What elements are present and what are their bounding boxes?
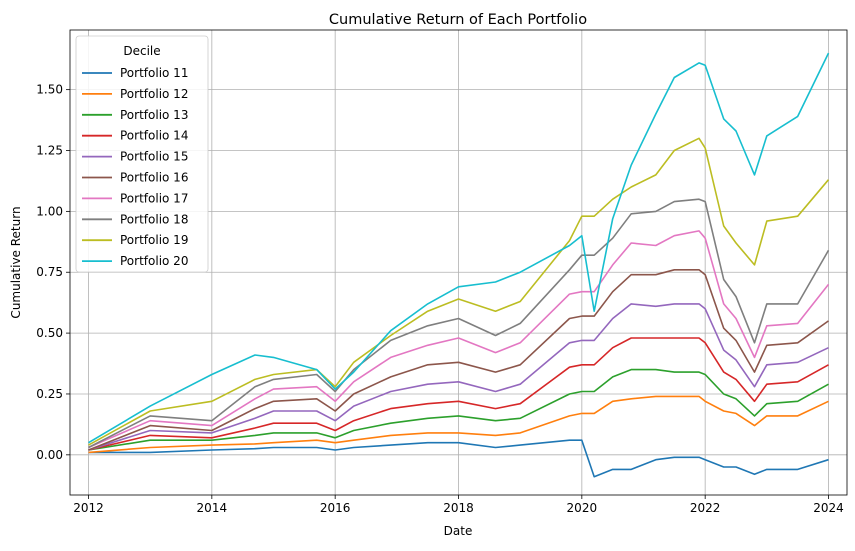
legend-label-portfolio-14: Portfolio 14: [120, 129, 188, 143]
x-tick-label: 2022: [690, 501, 721, 515]
series-line-portfolio-15: [88, 303, 829, 451]
y-tick-label: 1.50: [36, 83, 63, 97]
x-tick-label: 2018: [443, 501, 474, 515]
legend-label-portfolio-13: Portfolio 13: [120, 108, 188, 122]
y-tick-label: 0.00: [36, 448, 63, 462]
x-tick-label: 2020: [567, 501, 598, 515]
y-tick-label: 0.75: [36, 265, 63, 279]
series-line-portfolio-16: [88, 268, 829, 451]
legend-title: Decile: [123, 44, 160, 58]
series-line-portfolio-11: [88, 439, 829, 478]
chart-title: Cumulative Return of Each Portfolio: [329, 12, 587, 28]
series-line-portfolio-18: [88, 198, 830, 449]
legend-label-portfolio-17: Portfolio 17: [120, 191, 188, 205]
legend: Decile Portfolio 11 Portfolio 12 Portfolio…: [75, 35, 209, 273]
series-line-portfolio-19: [88, 137, 830, 446]
x-tick-label: 2024: [813, 501, 844, 515]
legend-label-portfolio-16: Portfolio 16: [120, 171, 188, 185]
legend-label-portfolio-11: Portfolio 11: [120, 66, 188, 80]
legend-box: [75, 35, 209, 273]
legend-label-portfolio-20: Portfolio 20: [120, 254, 188, 268]
y-tick-label: 1.25: [36, 144, 63, 158]
series-lines: [88, 52, 830, 478]
series-line-portfolio-13: [88, 368, 829, 451]
series-line-portfolio-14: [88, 337, 829, 451]
series-line-portfolio-20: [88, 52, 830, 444]
legend-label-portfolio-18: Portfolio 18: [120, 212, 188, 226]
y-tick-label: 1.00: [36, 204, 63, 218]
x-axis: 2012 2014 2016 2018 2020 2022 2024: [73, 495, 844, 515]
x-tick-label: 2014: [197, 501, 228, 515]
x-tick-label: 2012: [73, 501, 104, 515]
series-line-portfolio-17: [88, 230, 830, 449]
series-line-portfolio-12: [88, 395, 829, 454]
y-tick-label: 0.25: [36, 387, 63, 401]
y-tick-label: 0.50: [36, 326, 63, 340]
y-axis-label: Cumulative Return: [9, 206, 23, 318]
y-axis: 0.00 0.25 0.50 0.75 1.00 1.25 1.50: [36, 83, 70, 462]
legend-label-portfolio-15: Portfolio 15: [120, 150, 188, 164]
x-axis-label: Date: [444, 524, 473, 538]
legend-label-portfolio-12: Portfolio 12: [120, 87, 188, 101]
legend-label-portfolio-19: Portfolio 19: [120, 233, 188, 247]
x-tick-label: 2016: [320, 501, 351, 515]
